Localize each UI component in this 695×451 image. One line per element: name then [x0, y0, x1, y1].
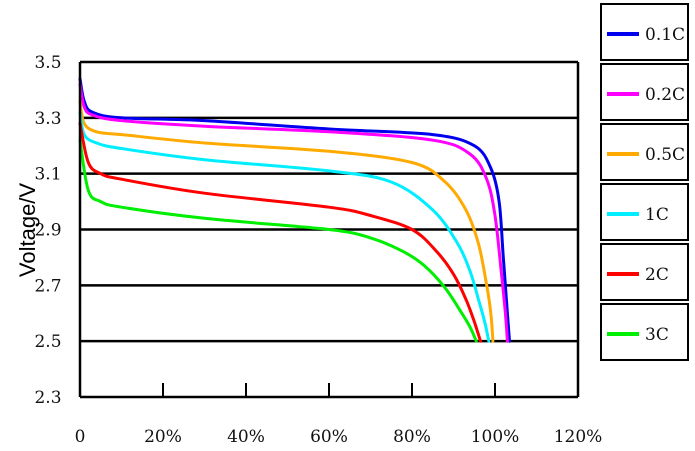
legend-label: 0.5C: [645, 145, 685, 165]
x-tick-label: 40%: [227, 427, 265, 447]
series-line-0_1C: [78, 77, 511, 343]
series-line-0_5C: [78, 99, 495, 343]
legend-label: 0.1C: [645, 25, 685, 45]
x-tick-label: 80%: [393, 427, 431, 447]
legend-label: 3C: [645, 325, 669, 345]
series-line-3C: [78, 138, 478, 343]
y-tick-label: 2.7: [34, 276, 61, 296]
axes: [78, 62, 580, 399]
series-lines: [78, 77, 511, 343]
y-tick-label: 3.1: [34, 165, 61, 185]
legend-label: 0.2C: [645, 85, 685, 105]
y-tick-label: 2.9: [34, 221, 61, 241]
y-tick-label: 2.5: [34, 332, 61, 352]
legend-box: [600, 303, 689, 361]
y-axis-label: Voltage/V: [15, 183, 40, 278]
x-tick-label: 120%: [554, 427, 603, 447]
y-tick-label: 2.3: [34, 388, 61, 408]
legend-label: 2C: [645, 265, 669, 285]
x-tick-label: 100%: [471, 427, 520, 447]
series-line-2C: [78, 121, 482, 343]
x-tick-label: 60%: [310, 427, 348, 447]
x-tick-label: 20%: [144, 427, 182, 447]
legend: 0.1C 0.2C 0.5C 1C 2C 3C: [600, 3, 689, 361]
series-line-0_2C: [78, 82, 509, 343]
legend-box: [600, 3, 689, 61]
series-line-1C: [78, 110, 491, 343]
legend-label: 1C: [645, 205, 669, 225]
tick-labels: 2.3 2.5 2.7 2.9 3.1 3.3 3.5 0 20% 40% 60% 80% 100% 12…: [34, 53, 602, 447]
y-tick-label: 3.5: [34, 53, 61, 73]
x-tick-label: 0: [75, 427, 86, 447]
y-tick-label: 3.3: [34, 109, 61, 129]
